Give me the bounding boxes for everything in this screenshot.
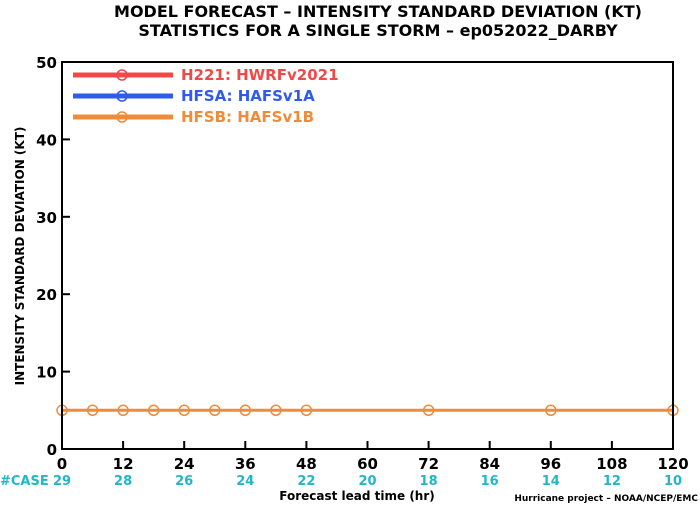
chart-title-line2: STATISTICS FOR A SINGLE STORM – ep052022… bbox=[138, 21, 618, 40]
x-tick-label: 120 bbox=[657, 455, 688, 473]
legend-marker bbox=[116, 111, 128, 123]
case-count: 10 bbox=[664, 474, 682, 489]
y-tick-label: 20 bbox=[36, 286, 57, 304]
data-point bbox=[178, 404, 190, 417]
y-tick-label: 40 bbox=[36, 131, 57, 149]
chart-title-line1: MODEL FORECAST – INTENSITY STANDARD DEVI… bbox=[114, 2, 642, 21]
case-count: 28 bbox=[114, 474, 132, 489]
axis-ticks: 0 10 20 30 40 50 0 12 24 36 48 60 72 84 96 108 120 bbox=[36, 54, 689, 473]
data-point bbox=[147, 404, 160, 417]
data-point bbox=[270, 404, 282, 417]
x-tick-label: 96 bbox=[540, 455, 561, 473]
x-tick-label: 84 bbox=[479, 455, 500, 473]
y-tick-label: 30 bbox=[36, 209, 57, 227]
y-tick-label: 0 bbox=[47, 441, 57, 459]
series-layer bbox=[56, 404, 679, 417]
y-tick-label: 50 bbox=[36, 54, 57, 72]
case-count: 14 bbox=[542, 474, 560, 489]
credit-text: Hurricane project – NOAA/NCEP/EMC bbox=[514, 494, 698, 504]
case-count: 20 bbox=[358, 474, 376, 489]
case-count: 18 bbox=[420, 474, 438, 489]
legend-marker bbox=[116, 69, 128, 81]
data-point bbox=[86, 404, 99, 417]
legend: H221: HWRFv2021 HFSA: HAFSv1A HFSB: HAFSv1… bbox=[73, 66, 339, 126]
case-count: 29 bbox=[53, 474, 71, 489]
x-axis-label: Forecast lead time (hr) bbox=[279, 489, 435, 503]
data-point bbox=[239, 404, 252, 417]
x-tick-label: 108 bbox=[596, 455, 627, 473]
case-count: 12 bbox=[603, 474, 621, 489]
x-tick-label: 12 bbox=[113, 455, 134, 473]
case-count: 22 bbox=[297, 474, 315, 489]
y-axis-label: INTENSITY STANDARD DEVIATION (KT) bbox=[13, 127, 27, 386]
case-count: 26 bbox=[175, 474, 193, 489]
case-count: 16 bbox=[481, 474, 499, 489]
legend-label: HFSB: HAFSv1B bbox=[181, 108, 314, 126]
plot-frame bbox=[61, 61, 674, 450]
case-counts: 29 28 26 24 22 20 18 16 14 12 10 bbox=[53, 474, 682, 489]
case-label: #CASE bbox=[0, 474, 49, 489]
data-point bbox=[422, 404, 435, 417]
data-point bbox=[545, 404, 557, 417]
legend-label: H221: HWRFv2021 bbox=[181, 66, 339, 84]
y-tick-label: 10 bbox=[36, 364, 57, 382]
x-tick-label: 60 bbox=[357, 455, 378, 473]
data-point bbox=[300, 404, 313, 417]
legend-marker bbox=[116, 90, 128, 102]
legend-label: HFSA: HAFSv1A bbox=[181, 87, 315, 105]
x-tick-label: 24 bbox=[174, 455, 195, 473]
data-point bbox=[117, 404, 129, 417]
x-tick-label: 72 bbox=[418, 455, 439, 473]
x-tick-label: 36 bbox=[235, 455, 256, 473]
x-tick-label: 48 bbox=[296, 455, 317, 473]
case-count: 24 bbox=[236, 474, 254, 489]
data-point bbox=[209, 404, 221, 417]
x-tick-label: 0 bbox=[57, 455, 67, 473]
